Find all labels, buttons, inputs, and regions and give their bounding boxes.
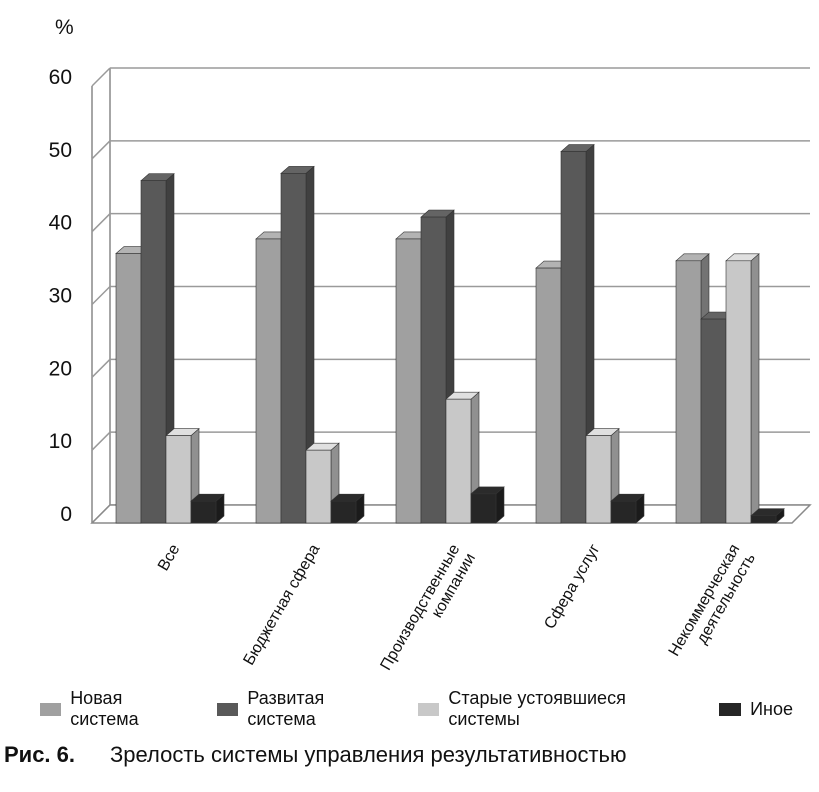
bar-front <box>305 449 332 524</box>
gridline-depth <box>91 431 111 451</box>
bar-front <box>140 180 167 524</box>
legend-item: Иное <box>719 699 793 720</box>
legend-label: Развитая система <box>247 688 325 729</box>
legend-label: Старые устоявшиеся системы <box>448 688 626 729</box>
bar-front <box>190 500 217 524</box>
bar-front <box>535 267 562 524</box>
gridline-depth <box>91 67 111 87</box>
x-category-label-line: Сфера услуг <box>541 541 603 632</box>
bar-3-3 <box>610 493 645 524</box>
bar-front <box>165 435 192 524</box>
legend-label: Иное <box>750 698 793 719</box>
x-axis-categories: Все Бюджетная сфера Производственныекомпан… <box>155 541 759 680</box>
bar-front <box>610 500 637 524</box>
y-tick-label: 10 <box>49 430 72 453</box>
legend-label: Новая система <box>70 688 139 729</box>
y-axis-ticks: 0 10 20 30 40 50 60 <box>49 66 72 526</box>
chart-legend: Новая система Развитая система Старые усто… <box>40 688 819 730</box>
y-tick-label: 40 <box>49 212 72 235</box>
bar-1-1 <box>280 165 315 524</box>
gridline-depth <box>91 140 111 160</box>
bar-front <box>585 435 612 524</box>
legend-swatch <box>40 702 62 716</box>
gridline-depth <box>91 358 111 378</box>
x-category-label: Сфера услуг <box>541 541 603 632</box>
x-category-label-line: Все <box>155 541 184 573</box>
gridline-depth <box>91 285 111 306</box>
y-tick-label: 0 <box>60 503 72 526</box>
y-tick-label: 60 <box>49 66 72 89</box>
x-category-label: Некоммерческаядеятельность <box>666 542 759 669</box>
x-category-label: Все <box>155 541 184 573</box>
legend-swatch <box>719 702 742 716</box>
bar-front <box>560 151 587 524</box>
bar-2-2 <box>445 391 480 524</box>
legend-swatch <box>217 702 239 716</box>
y-tick-label: 30 <box>49 285 72 308</box>
y-tick-label: 20 <box>49 357 72 380</box>
legend-swatch <box>418 702 440 716</box>
figure-label: Рис. 6. <box>4 742 76 767</box>
gridline-depth <box>91 213 111 233</box>
figure-caption-text: Зрелость системы управления результативн… <box>110 742 627 767</box>
bar-front <box>420 216 447 524</box>
legend-item: Развитая система <box>217 688 392 730</box>
bar-front <box>675 260 702 524</box>
bar-1-3 <box>560 143 595 524</box>
bar-3-2 <box>470 486 505 524</box>
bar-front <box>330 500 357 524</box>
bar-front <box>395 238 422 524</box>
bar-side <box>750 253 760 524</box>
bar-front <box>255 238 282 524</box>
bar-front <box>115 253 142 524</box>
bar-front <box>280 173 307 524</box>
legend-item: Старые устоявшиеся системы <box>418 688 693 730</box>
figure-caption: Рис. 6. Зрелость системы управления резул… <box>4 742 626 768</box>
bar-chart: 0 10 20 30 40 50 60 % Все Бюджетная сфера Произв… <box>49 16 812 680</box>
x-category-label: Бюджетная сфера <box>240 541 323 668</box>
x-category-label-line: Бюджетная сфера <box>240 541 323 668</box>
y-axis-label: % <box>55 16 74 39</box>
x-category-label: Производственныекомпании <box>378 541 480 680</box>
bar-3-0 <box>190 493 225 524</box>
bar-front <box>470 493 497 524</box>
bar-front <box>700 318 727 524</box>
bar-front <box>725 260 752 524</box>
chart-bars <box>115 143 785 524</box>
bar-2-0 <box>165 427 200 524</box>
bar-front <box>445 398 472 524</box>
bar-3-4 <box>750 508 785 524</box>
y-tick-label: 50 <box>49 139 72 162</box>
legend-item: Новая система <box>40 688 191 730</box>
bar-2-4 <box>725 253 760 524</box>
bar-front <box>750 515 777 524</box>
bar-3-1 <box>330 493 365 524</box>
